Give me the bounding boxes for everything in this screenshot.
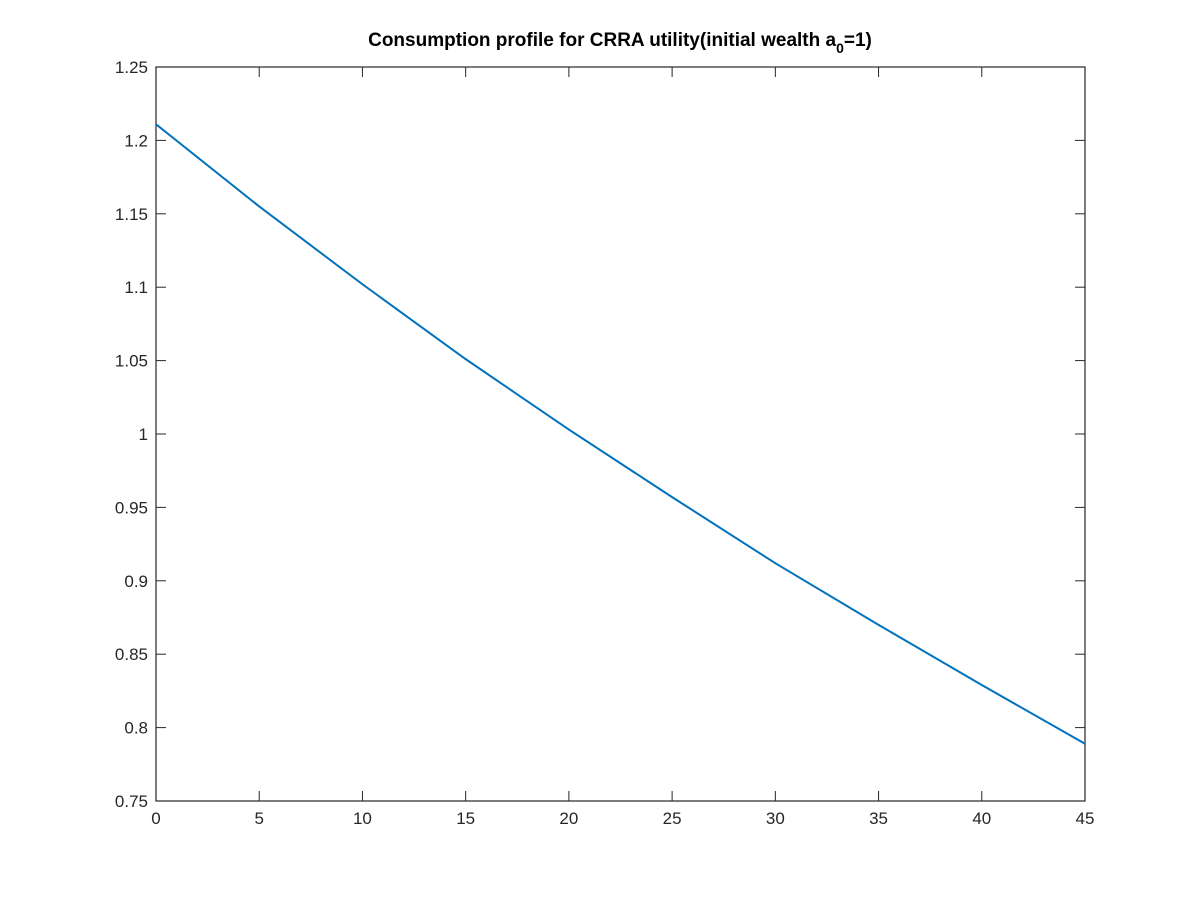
x-tick-label: 25 (663, 809, 682, 828)
x-tick-label: 10 (353, 809, 372, 828)
x-tick-label: 40 (972, 809, 991, 828)
y-tick-label: 1.25 (115, 58, 148, 77)
x-tick-label: 35 (869, 809, 888, 828)
y-tick-label: 0.75 (115, 792, 148, 811)
plot-area: 0 5 10 15 20 25 30 35 40 45 0.75 0.8 0.85 0.9 0.95 1 1.0… (115, 58, 1095, 828)
x-tick-label: 20 (559, 809, 578, 828)
y-tick-label: 1.15 (115, 205, 148, 224)
chart-title-suffix: =1) (844, 30, 872, 51)
x-tick-label: 45 (1076, 809, 1095, 828)
x-tick-label: 15 (456, 809, 475, 828)
series-line (155, 123, 1086, 745)
y-tick-label: 1.05 (115, 352, 148, 371)
y-tick-label: 0.85 (115, 645, 148, 664)
chart-title-subscript: 0 (836, 40, 844, 56)
y-tick-label: 1.1 (124, 278, 148, 297)
y-tick-label: 0.95 (115, 498, 148, 517)
chart-title-main: Consumption profile for CRRA utility(ini… (368, 30, 836, 51)
y-tick-label: 1 (139, 425, 148, 444)
x-tick-label: 0 (151, 809, 160, 828)
y-tick-label: 0.8 (124, 719, 148, 738)
y-tick-label: 1.2 (124, 131, 148, 150)
x-tick-label: 5 (254, 809, 263, 828)
axes-box (155, 66, 1086, 802)
x-tick-label: 30 (766, 809, 785, 828)
chart-title: Consumption profile for CRRA utility(ini… (368, 30, 872, 56)
y-tick-label: 0.9 (124, 572, 148, 591)
